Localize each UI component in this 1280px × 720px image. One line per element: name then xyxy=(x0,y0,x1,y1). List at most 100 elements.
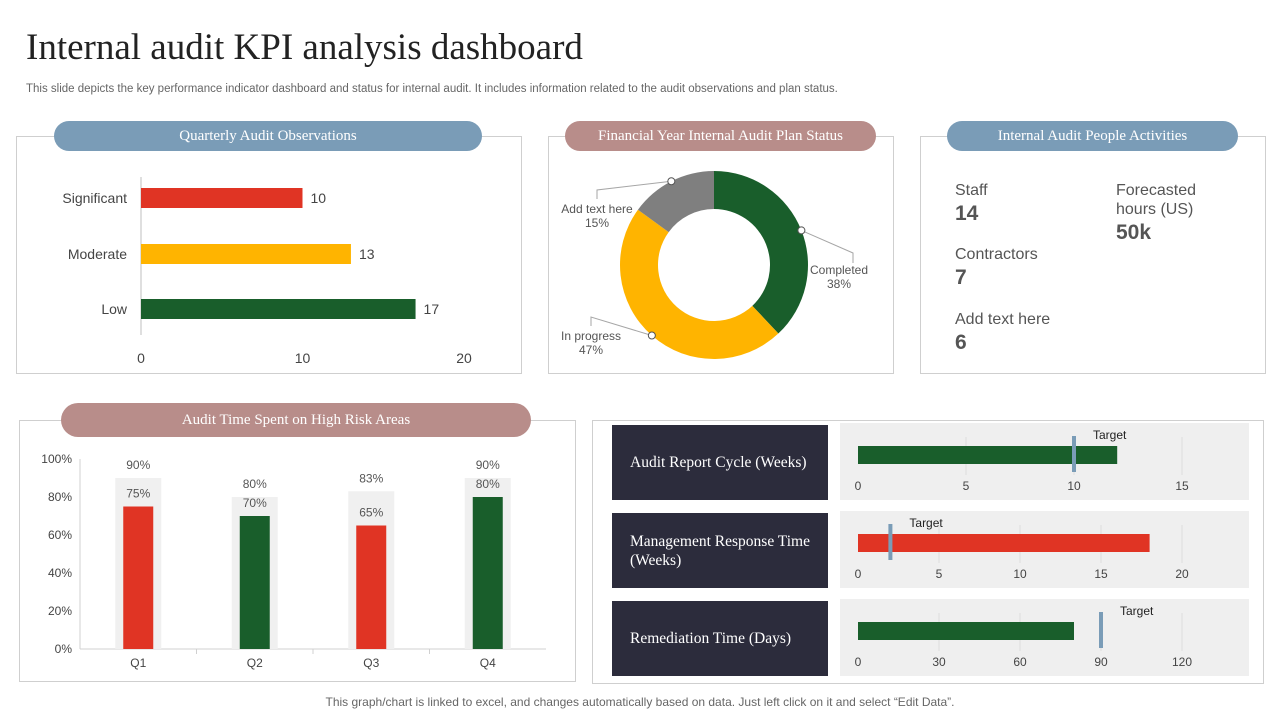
remediation-time-chart-area: 0 30 60 90 120 Target xyxy=(840,599,1249,676)
other-value: 6 xyxy=(955,331,967,354)
slice-percent: 15% xyxy=(585,216,609,230)
slice-percent: 47% xyxy=(579,343,603,357)
target-marker xyxy=(1099,612,1103,648)
y-tick-label: 60% xyxy=(48,528,72,542)
target-label: Target xyxy=(909,516,943,530)
audit-time-panel: 0% 20% 40% 60% 80% 100% 90% 75% Q1 80% 70% Q2 83% 65%… xyxy=(19,420,576,682)
value-bar-q1 xyxy=(123,506,154,649)
plan-status-panel: Completed 38% In progress 47% Add text here 1… xyxy=(548,136,894,374)
audit-time-title: Audit Time Spent on High Risk Areas xyxy=(61,403,531,437)
slice-label: Completed xyxy=(810,263,868,277)
leader-dot xyxy=(667,177,676,186)
contractors-stat: Contractors 7 xyxy=(955,245,1038,290)
x-tick-label: 20 xyxy=(456,350,472,366)
value-bar xyxy=(858,446,1118,464)
donut-slice-0 xyxy=(714,171,808,334)
y-tick-label: Low xyxy=(101,301,128,317)
staff-value: 14 xyxy=(955,202,979,225)
value-bar-q3 xyxy=(356,525,387,649)
value-bar-q2 xyxy=(239,516,270,649)
leader-line xyxy=(590,316,652,336)
x-tick-label: 0 xyxy=(855,655,862,669)
contractors-value: 7 xyxy=(955,266,967,289)
other-stat: Add text here 6 xyxy=(955,310,1050,355)
y-tick-label: 80% xyxy=(48,490,72,504)
value-bar-label: 65% xyxy=(359,506,383,520)
x-tick-label: 30 xyxy=(932,655,946,669)
y-tick-label: 20% xyxy=(48,604,72,618)
value-bar xyxy=(858,534,1150,552)
x-tick-label: 0 xyxy=(855,479,862,493)
leader-line xyxy=(801,229,854,263)
x-tick-label: 10 xyxy=(1013,567,1027,581)
bar-moderate xyxy=(141,244,351,264)
x-tick-label: 10 xyxy=(295,350,311,366)
remediation-time-chart: 0 30 60 90 120 Target xyxy=(855,604,1193,669)
audit-time-chart: 0% 20% 40% 60% 80% 100% 90% 75% Q1 80% 70% Q2 83% 65%… xyxy=(41,452,546,670)
report-cycle-chart-area: 0 5 10 15 Target xyxy=(840,423,1249,500)
x-tick-label: 5 xyxy=(936,567,943,581)
x-tick-label: 0 xyxy=(137,350,145,366)
background-bar-label: 80% xyxy=(243,477,267,491)
leader-dot xyxy=(647,331,656,340)
other-label: Add text here xyxy=(955,311,1051,328)
x-tick-label: 0 xyxy=(855,567,862,581)
bar-significant xyxy=(141,188,303,208)
bar-low xyxy=(141,299,416,319)
quarterly-observations-panel: Significant 10 Moderate 13 Low 17 0 10 20 xyxy=(16,136,522,374)
staff-stat: Staff 14 xyxy=(955,181,988,226)
y-tick-label: 100% xyxy=(41,452,72,466)
y-tick-label: Moderate xyxy=(68,246,127,262)
forecast-hours-label: Forecasted hours (US) xyxy=(1116,182,1197,218)
value-bar-label: 75% xyxy=(126,487,150,501)
x-tick-label: Q4 xyxy=(480,656,496,670)
background-bar-label: 83% xyxy=(359,471,383,485)
x-tick-label: 5 xyxy=(963,479,970,493)
value-bar-label: 70% xyxy=(243,496,267,510)
x-tick-label: 90 xyxy=(1094,655,1108,669)
target-marker xyxy=(1072,436,1076,472)
people-activities-title: Internal Audit People Activities xyxy=(947,121,1238,151)
x-tick-label: 15 xyxy=(1094,567,1108,581)
x-tick-label: 60 xyxy=(1013,655,1027,669)
donut-slice-2 xyxy=(637,171,714,233)
slice-label: Add text here xyxy=(561,202,633,216)
leader-dot xyxy=(797,226,806,235)
quarterly-observations-chart: Significant 10 Moderate 13 Low 17 0 10 20 xyxy=(62,177,472,366)
x-tick-label: Q3 xyxy=(363,656,379,670)
page-title: Internal audit KPI analysis dashboard xyxy=(26,27,583,68)
background-bar-label: 90% xyxy=(126,458,150,472)
contractors-label: Contractors xyxy=(955,246,1038,263)
people-activities-panel: Staff 14 Contractors 7 Add text here 6 F… xyxy=(920,136,1266,374)
target-label: Target xyxy=(1120,604,1154,618)
bar-value-label: 13 xyxy=(359,246,375,262)
x-tick-label: Q1 xyxy=(130,656,146,670)
value-bar xyxy=(858,622,1074,640)
y-tick-label: 0% xyxy=(55,642,73,656)
y-tick-label: Significant xyxy=(62,190,127,206)
x-tick-label: 20 xyxy=(1175,567,1189,581)
footer-note: This graph/chart is linked to excel, and… xyxy=(325,695,955,709)
leader-line xyxy=(596,180,672,199)
value-bar-label: 80% xyxy=(476,477,500,491)
staff-label: Staff xyxy=(955,182,988,199)
value-bar-q4 xyxy=(472,497,503,649)
x-tick-label: 120 xyxy=(1172,655,1192,669)
slice-percent: 38% xyxy=(827,277,851,291)
target-marker xyxy=(888,524,893,560)
forecast-hours-stat: Forecasted hours (US) 50k xyxy=(1116,181,1236,245)
target-label: Target xyxy=(1093,428,1127,442)
bar-value-label: 17 xyxy=(424,301,440,317)
slice-label: In progress xyxy=(561,329,621,343)
forecast-hours-value: 50k xyxy=(1116,221,1152,244)
management-response-label: Management Response Time (Weeks) xyxy=(612,513,828,588)
bar-value-label: 10 xyxy=(311,190,327,206)
page-subtitle: This slide depicts the key performance i… xyxy=(26,83,838,95)
x-tick-label: Q2 xyxy=(247,656,263,670)
x-tick-label: 15 xyxy=(1175,479,1189,493)
plan-status-title: Financial Year Internal Audit Plan Statu… xyxy=(565,121,876,151)
management-response-chart: 0 5 10 15 20 Target xyxy=(855,516,1189,581)
report-cycle-chart: 0 5 10 15 Target xyxy=(855,428,1189,493)
x-tick-label: 10 xyxy=(1067,479,1081,493)
